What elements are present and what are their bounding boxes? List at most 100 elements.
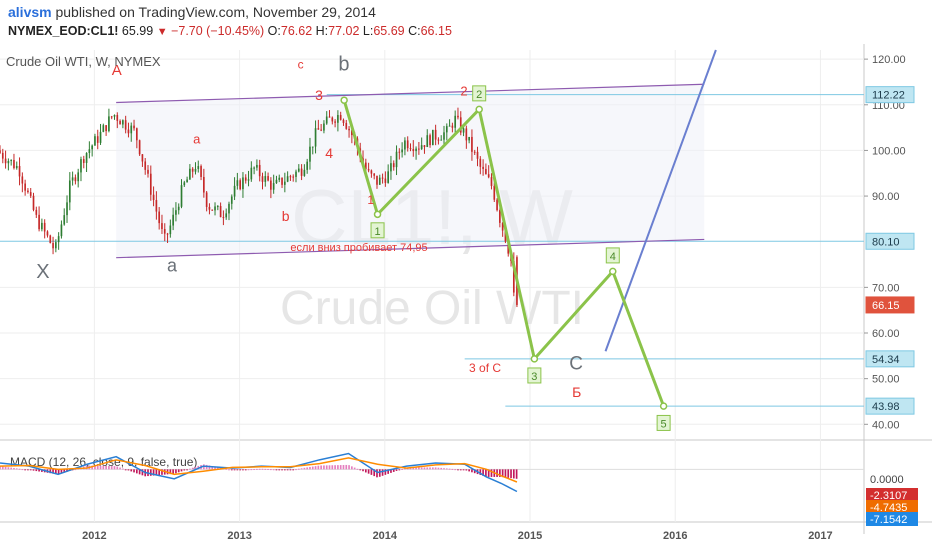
author-link[interactable]: alivsm xyxy=(8,4,52,20)
candle-body xyxy=(85,152,88,163)
candle-body xyxy=(337,115,339,123)
macd-histogram-bar xyxy=(236,469,239,471)
candle-body xyxy=(390,163,392,172)
macd-histogram-bar xyxy=(325,465,328,470)
macd-histogram-bar xyxy=(328,465,331,470)
macd-histogram-bar xyxy=(57,469,60,475)
candle-body xyxy=(448,125,451,127)
candle-body xyxy=(306,161,309,170)
candle-body xyxy=(278,177,281,180)
candle-body xyxy=(401,149,403,153)
y-tick-label: 120.00 xyxy=(872,54,906,66)
candle-body xyxy=(392,163,395,168)
chart-canvas[interactable]: CL1!, WCrude Oil WTI12345Acb32a41bXaесли… xyxy=(0,44,932,550)
candle-body xyxy=(342,119,345,123)
candle-body xyxy=(71,177,74,181)
candle-body xyxy=(367,169,370,171)
x-tick-label: 2014 xyxy=(373,530,398,542)
candle-body xyxy=(230,196,233,204)
candle-body xyxy=(163,229,166,234)
macd-histogram-bar xyxy=(381,469,384,476)
macd-histogram-bar xyxy=(471,469,473,473)
low-label: L: xyxy=(362,24,374,38)
macd-histogram-bar xyxy=(331,465,334,470)
candle-body xyxy=(186,179,188,183)
candle-body xyxy=(309,146,311,162)
symbol-name[interactable]: NYMEX_EOD:CL1! xyxy=(8,24,119,38)
macd-histogram-bar xyxy=(510,469,512,479)
candle-body xyxy=(169,225,172,235)
channel-lower-line xyxy=(116,238,705,259)
macd-histogram-bar xyxy=(32,469,35,471)
candle-body xyxy=(233,185,236,197)
candle-body xyxy=(116,115,119,121)
candle-body xyxy=(191,168,194,172)
macd-histogram-bar xyxy=(211,466,214,470)
candle-body xyxy=(205,192,208,207)
candle-body xyxy=(289,176,292,178)
candle-body xyxy=(18,165,21,177)
macd-histogram-bar xyxy=(479,469,482,475)
macd-histogram-bar xyxy=(311,466,314,470)
macd-histogram-bar xyxy=(420,467,423,470)
macd-histogram-bar xyxy=(158,469,161,476)
candle-body xyxy=(501,222,504,231)
macd-histogram-bar xyxy=(334,465,336,470)
candle-body xyxy=(314,128,317,147)
macd-label: MACD (12, 26, close, 9, false, true) xyxy=(10,455,197,469)
close-label: C: xyxy=(408,24,421,38)
wave-label-3: 3 xyxy=(531,371,537,383)
wave-label-box xyxy=(472,85,487,102)
macd-histogram-bar xyxy=(230,469,233,471)
candle-body xyxy=(60,224,63,237)
macd-histogram-bar xyxy=(401,468,403,470)
candle-body xyxy=(267,176,269,181)
macd-histogram-bar xyxy=(300,468,303,470)
macd-histogram-bar xyxy=(191,467,194,470)
price-tag-label: 80.10 xyxy=(872,236,900,248)
candle-body xyxy=(499,210,501,223)
wave-label-box xyxy=(605,247,620,264)
macd-histogram-bar xyxy=(186,469,188,471)
candle-body xyxy=(102,125,105,132)
macd-histogram-bar xyxy=(24,469,26,471)
macd-histogram-bar xyxy=(345,464,348,470)
candle-body xyxy=(432,129,434,146)
candle-body xyxy=(311,146,314,148)
macd-histogram-bar xyxy=(256,468,258,470)
macd-histogram-bar xyxy=(423,467,426,470)
macd-histogram-bar xyxy=(303,467,306,470)
macd-histogram-bar xyxy=(1,466,4,470)
wave-annotation: 3 xyxy=(315,87,323,103)
candle-body xyxy=(465,128,468,141)
candle-body xyxy=(7,161,10,164)
price-tag-label: 112.22 xyxy=(872,90,905,102)
macd-histogram-bar xyxy=(7,467,10,470)
candle-body xyxy=(471,136,473,152)
candle-body xyxy=(406,140,409,149)
candle-body xyxy=(172,214,174,226)
candle-body xyxy=(451,125,454,128)
candle-body xyxy=(77,172,80,182)
macd-histogram-bar xyxy=(60,469,63,474)
price-tag xyxy=(865,296,915,314)
candle-body xyxy=(189,168,191,180)
macd-histogram-bar xyxy=(434,467,437,470)
macd-histogram-bar xyxy=(485,469,487,477)
wave-label-4: 4 xyxy=(610,251,616,263)
y-tick-label: 40.00 xyxy=(872,419,900,431)
candle-body xyxy=(225,213,228,218)
candle-body xyxy=(247,179,250,181)
candle-body xyxy=(21,176,24,184)
macd-histogram-bar xyxy=(351,466,353,470)
candle-body xyxy=(485,168,487,175)
macd-histogram-bar xyxy=(499,469,501,477)
macd-histogram-bar xyxy=(348,465,350,470)
candle-body xyxy=(256,164,258,168)
macd-histogram-bar xyxy=(141,469,144,476)
candle-body xyxy=(161,223,163,230)
candle-body xyxy=(370,170,373,174)
macd-histogram-bar xyxy=(214,466,216,470)
candle-body xyxy=(197,166,200,169)
macd-histogram-bar xyxy=(194,466,197,470)
